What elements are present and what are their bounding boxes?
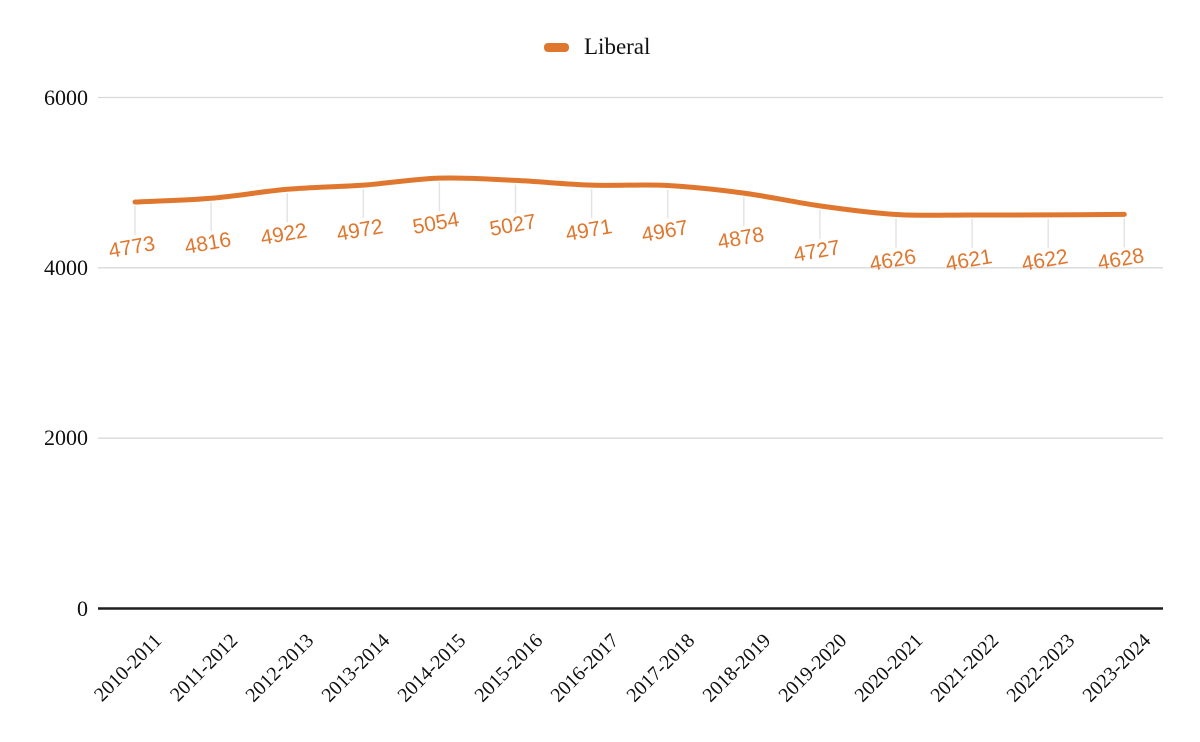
series-line-liberal (132, 175, 1127, 218)
y-axis-tick-label: 4000 (44, 254, 88, 280)
y-axis-tick-label: 2000 (44, 425, 88, 451)
legend: Liberal (544, 33, 650, 61)
legend-label-liberal: Liberal (584, 34, 651, 59)
y-axis-tick-label: 6000 (44, 84, 88, 110)
legend-swatch-liberal (544, 42, 569, 52)
y-axis-tick-label: 0 (77, 595, 88, 621)
